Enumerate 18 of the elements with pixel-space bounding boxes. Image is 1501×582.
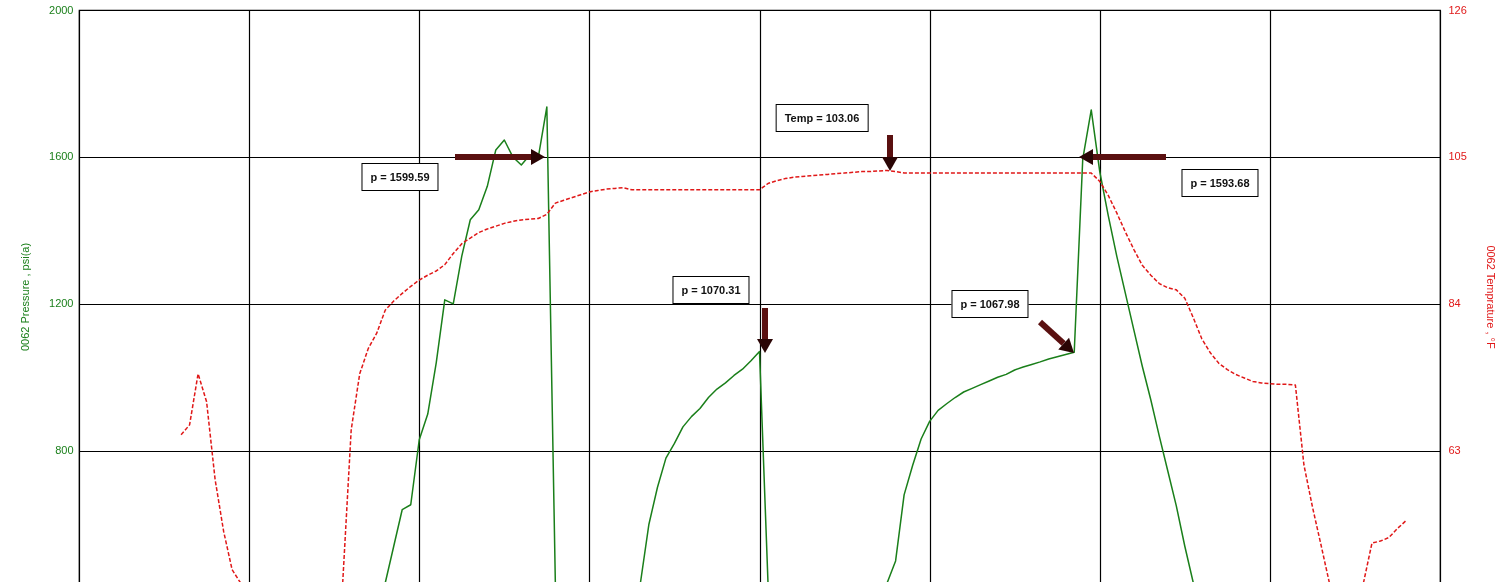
y-axis-title: 0062 Pressure , psi(a) bbox=[19, 242, 32, 352]
annotation: p = 1067.98 bbox=[951, 290, 1029, 318]
annotation: Temp = 103.06 bbox=[775, 104, 869, 132]
line-series bbox=[886, 109, 1195, 582]
y2-tick-label: 84 bbox=[1448, 297, 1461, 310]
y-tick-label: 1600 bbox=[49, 150, 74, 163]
y2-tick-label: 105 bbox=[1448, 150, 1467, 163]
annotation: p = 1593.68 bbox=[1181, 169, 1259, 197]
line-series bbox=[180, 373, 242, 582]
y2-tick-label: 63 bbox=[1448, 444, 1461, 457]
y-tick-label: 2000 bbox=[49, 3, 74, 16]
annotation: p = 1599.59 bbox=[361, 163, 439, 191]
y2-axis-title: 0062 Temprature , °F bbox=[1484, 245, 1497, 349]
y-tick-label: 1200 bbox=[49, 297, 74, 310]
line-series bbox=[1362, 519, 1407, 582]
annotation: p = 1070.31 bbox=[672, 276, 750, 304]
y2-tick-label: 126 bbox=[1448, 3, 1467, 16]
y-tick-label: 800 bbox=[55, 444, 74, 457]
